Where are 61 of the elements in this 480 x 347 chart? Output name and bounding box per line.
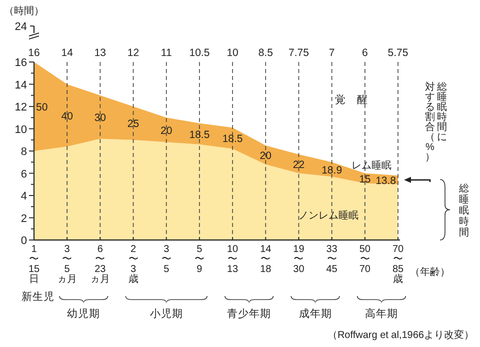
annotation: 20 <box>160 124 172 137</box>
text: 青少年期 <box>227 307 272 320</box>
annotation: 覚 醒 <box>335 93 368 106</box>
x-tick-label: 19 〜 30 <box>293 244 305 275</box>
text: 7.75 <box>288 47 310 59</box>
annotation: 50 <box>36 102 48 114</box>
x-tick-label: 5 〜 9 <box>194 244 204 275</box>
x-tick-label: 70 〜 85 歳 <box>392 244 404 285</box>
y-axis-title: （時間） <box>4 5 44 17</box>
text: 小児期 <box>150 307 183 320</box>
y-tick-label: 14 <box>14 79 27 92</box>
text: 成年期 <box>298 307 332 320</box>
text: 14 <box>61 47 74 59</box>
x-tick-label: 33 〜 45 <box>326 244 338 275</box>
text: （Roffwarg et al,1966より改変） <box>327 329 474 341</box>
annotation: 15 <box>359 173 371 186</box>
text: 8.5 <box>258 47 274 59</box>
y-tick-label: 10 <box>14 124 27 136</box>
y-tick-label: 0 <box>20 235 27 247</box>
x-tick-label: 10 〜 13 <box>226 244 239 275</box>
text: 13 <box>94 47 106 59</box>
x-tick-label: 6 〜 23 ヵ月 <box>90 244 110 285</box>
x-axis-title: （年齢） <box>410 266 450 278</box>
x-tick-label: 3 〜 5 <box>161 244 172 275</box>
annotation: 22 <box>292 158 305 171</box>
x-tick-label: 50 〜 70 <box>359 244 371 275</box>
annotation: 13.8 <box>376 174 396 187</box>
y-tick-label: 8 <box>20 146 27 158</box>
x-tick-label: 14 〜 18 <box>260 244 272 275</box>
y-tick-label: 2 <box>20 212 27 225</box>
text: 6 <box>362 47 368 59</box>
text: 7 <box>328 47 335 59</box>
text: 24 <box>14 21 27 33</box>
text: 新生児 <box>22 290 54 303</box>
y-tick-label: 16 <box>14 57 27 69</box>
annotation: 20 <box>260 150 272 162</box>
annotation: 18.5 <box>189 128 210 141</box>
annotation: 18.9 <box>322 164 342 176</box>
text: 11 <box>160 47 172 59</box>
annotation: 18.5 <box>222 133 243 146</box>
y-tick-label: 12 <box>14 102 27 114</box>
text: 10.5 <box>189 47 210 59</box>
text: 10 <box>226 47 239 59</box>
text: 5.75 <box>388 47 408 59</box>
text: 幼児期 <box>67 307 100 320</box>
x-tick-label: 3 〜 5 ヵ月 <box>57 244 78 285</box>
y-tick-label: 6 <box>20 168 27 180</box>
x-tick-label: 1 〜 15 日 <box>28 244 40 285</box>
x-tick-label: 2 〜 3 歳 <box>128 244 138 285</box>
text: 総睡眠時間 <box>458 182 469 238</box>
series-label: ノンレム睡眠 <box>298 210 358 222</box>
text: 12 <box>127 47 140 59</box>
text: 16 <box>28 47 40 59</box>
annotation: 40 <box>61 110 74 122</box>
annotation: 25 <box>127 118 140 130</box>
text: 対する割合（%） <box>425 81 435 163</box>
series-label: レム睡眠 <box>352 160 392 172</box>
y-tick-label: 4 <box>20 190 27 202</box>
annotation: 30 <box>94 112 106 124</box>
text: 高年期 <box>364 307 398 320</box>
text: 総睡眠時間に <box>436 81 447 143</box>
